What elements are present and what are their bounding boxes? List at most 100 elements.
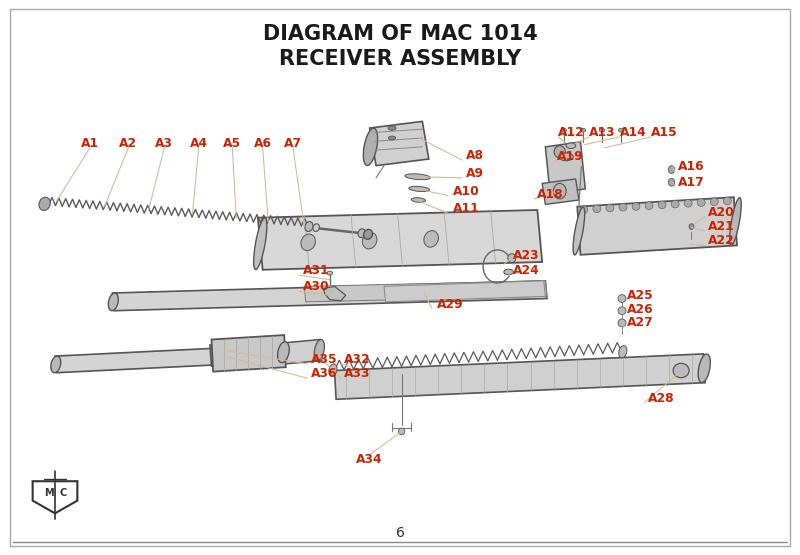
Text: A8: A8 [466, 149, 483, 162]
Ellipse shape [327, 271, 333, 275]
Text: A25: A25 [627, 289, 654, 302]
Text: A16: A16 [678, 160, 705, 173]
Text: A3: A3 [155, 137, 174, 150]
Polygon shape [542, 179, 579, 204]
Text: A33: A33 [344, 367, 370, 380]
Text: A5: A5 [223, 137, 242, 150]
Polygon shape [211, 335, 286, 372]
Polygon shape [384, 281, 546, 302]
Polygon shape [546, 142, 586, 194]
Ellipse shape [278, 342, 290, 362]
Text: A21: A21 [708, 220, 735, 233]
Ellipse shape [618, 346, 627, 358]
Ellipse shape [723, 197, 731, 205]
Ellipse shape [504, 269, 514, 275]
Ellipse shape [689, 224, 694, 229]
Text: A2: A2 [119, 137, 138, 150]
Polygon shape [578, 197, 737, 255]
Text: M: M [44, 488, 54, 498]
Text: A20: A20 [708, 206, 735, 219]
Ellipse shape [254, 218, 267, 270]
Text: A36: A36 [310, 367, 337, 380]
Ellipse shape [554, 146, 566, 158]
Ellipse shape [363, 128, 378, 165]
Ellipse shape [618, 307, 626, 315]
Ellipse shape [108, 293, 118, 311]
Text: A6: A6 [254, 137, 272, 150]
Text: A30: A30 [302, 280, 329, 294]
Ellipse shape [305, 221, 313, 231]
Ellipse shape [358, 229, 366, 238]
Polygon shape [334, 354, 705, 399]
Ellipse shape [329, 364, 337, 376]
Ellipse shape [684, 199, 692, 207]
Polygon shape [370, 122, 429, 166]
Text: A12: A12 [558, 126, 585, 139]
Ellipse shape [673, 364, 689, 378]
Ellipse shape [668, 166, 674, 173]
Ellipse shape [710, 198, 718, 205]
Polygon shape [284, 340, 322, 364]
Text: A9: A9 [466, 167, 483, 180]
Ellipse shape [632, 203, 640, 210]
Ellipse shape [424, 231, 438, 247]
Ellipse shape [411, 198, 426, 202]
Text: A14: A14 [620, 126, 646, 139]
Text: A13: A13 [590, 126, 616, 139]
Ellipse shape [619, 203, 627, 211]
Text: A17: A17 [678, 176, 705, 189]
Text: A22: A22 [708, 234, 735, 248]
Ellipse shape [389, 136, 396, 140]
Text: C: C [59, 488, 66, 498]
Text: A18: A18 [537, 188, 563, 201]
Ellipse shape [51, 356, 61, 372]
Text: A1: A1 [81, 137, 99, 150]
Polygon shape [258, 210, 542, 270]
Text: A4: A4 [190, 137, 208, 150]
Text: 6: 6 [395, 526, 405, 540]
Ellipse shape [606, 204, 614, 212]
Ellipse shape [645, 202, 653, 210]
Text: A31: A31 [302, 264, 329, 278]
Ellipse shape [561, 128, 566, 132]
Ellipse shape [668, 178, 674, 186]
Ellipse shape [508, 254, 516, 263]
Text: A26: A26 [627, 302, 654, 316]
Ellipse shape [364, 229, 373, 239]
Ellipse shape [618, 295, 626, 302]
Ellipse shape [580, 128, 586, 132]
Text: DIAGRAM OF MAC 1014: DIAGRAM OF MAC 1014 [262, 24, 538, 44]
Ellipse shape [409, 186, 430, 191]
Ellipse shape [698, 354, 710, 382]
Text: A28: A28 [647, 392, 674, 405]
Text: A32: A32 [344, 353, 370, 366]
Ellipse shape [313, 224, 319, 231]
Ellipse shape [362, 233, 377, 249]
Ellipse shape [599, 128, 605, 132]
Ellipse shape [398, 428, 405, 435]
Ellipse shape [730, 198, 742, 245]
Ellipse shape [566, 143, 576, 149]
Text: A7: A7 [284, 137, 302, 150]
Text: |: | [54, 489, 58, 498]
Ellipse shape [658, 201, 666, 209]
Text: A23: A23 [513, 249, 539, 262]
Text: A29: A29 [437, 297, 463, 311]
Ellipse shape [554, 183, 566, 199]
Polygon shape [304, 281, 547, 302]
Ellipse shape [314, 340, 325, 360]
Ellipse shape [593, 205, 601, 213]
Polygon shape [55, 345, 282, 373]
Text: A11: A11 [453, 203, 479, 215]
Ellipse shape [618, 128, 624, 132]
Ellipse shape [39, 197, 50, 210]
Ellipse shape [573, 207, 585, 255]
Text: A24: A24 [513, 264, 539, 278]
Text: A10: A10 [453, 185, 479, 198]
Ellipse shape [405, 174, 430, 180]
Polygon shape [323, 286, 346, 301]
Text: A35: A35 [310, 353, 337, 366]
Ellipse shape [698, 199, 706, 206]
Ellipse shape [301, 234, 315, 251]
Polygon shape [113, 281, 547, 311]
